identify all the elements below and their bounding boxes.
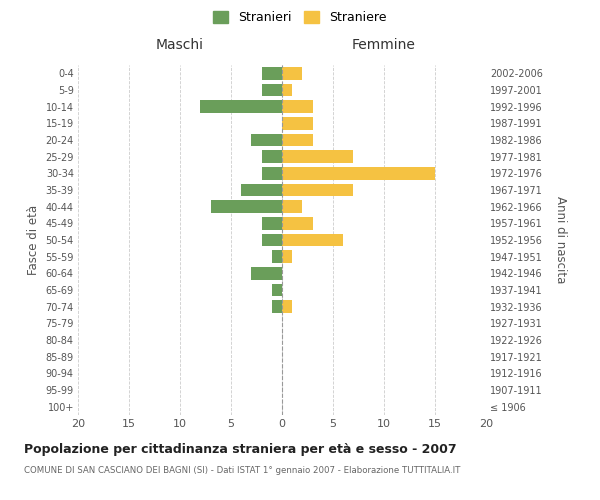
Bar: [282, 217, 313, 230]
Bar: [282, 250, 292, 263]
Bar: [262, 167, 282, 179]
Bar: [262, 234, 282, 246]
Bar: [282, 67, 302, 80]
Bar: [262, 67, 282, 80]
Bar: [251, 134, 282, 146]
Text: Popolazione per cittadinanza straniera per età e sesso - 2007: Popolazione per cittadinanza straniera p…: [24, 442, 457, 456]
Bar: [282, 150, 353, 163]
Bar: [211, 200, 282, 213]
Bar: [282, 300, 292, 313]
Bar: [282, 200, 302, 213]
Bar: [282, 117, 313, 130]
Text: Maschi: Maschi: [156, 38, 204, 52]
Text: COMUNE DI SAN CASCIANO DEI BAGNI (SI) - Dati ISTAT 1° gennaio 2007 - Elaborazion: COMUNE DI SAN CASCIANO DEI BAGNI (SI) - …: [24, 466, 460, 475]
Bar: [272, 250, 282, 263]
Bar: [282, 134, 313, 146]
Bar: [272, 284, 282, 296]
Bar: [282, 234, 343, 246]
Bar: [251, 267, 282, 280]
Bar: [262, 217, 282, 230]
Bar: [272, 300, 282, 313]
Bar: [200, 100, 282, 113]
Bar: [282, 100, 313, 113]
Y-axis label: Fasce di età: Fasce di età: [27, 205, 40, 275]
Text: Femmine: Femmine: [352, 38, 416, 52]
Y-axis label: Anni di nascita: Anni di nascita: [554, 196, 567, 284]
Bar: [262, 84, 282, 96]
Bar: [282, 167, 435, 179]
Bar: [241, 184, 282, 196]
Legend: Stranieri, Straniere: Stranieri, Straniere: [211, 8, 389, 26]
Bar: [262, 150, 282, 163]
Bar: [282, 84, 292, 96]
Bar: [282, 184, 353, 196]
